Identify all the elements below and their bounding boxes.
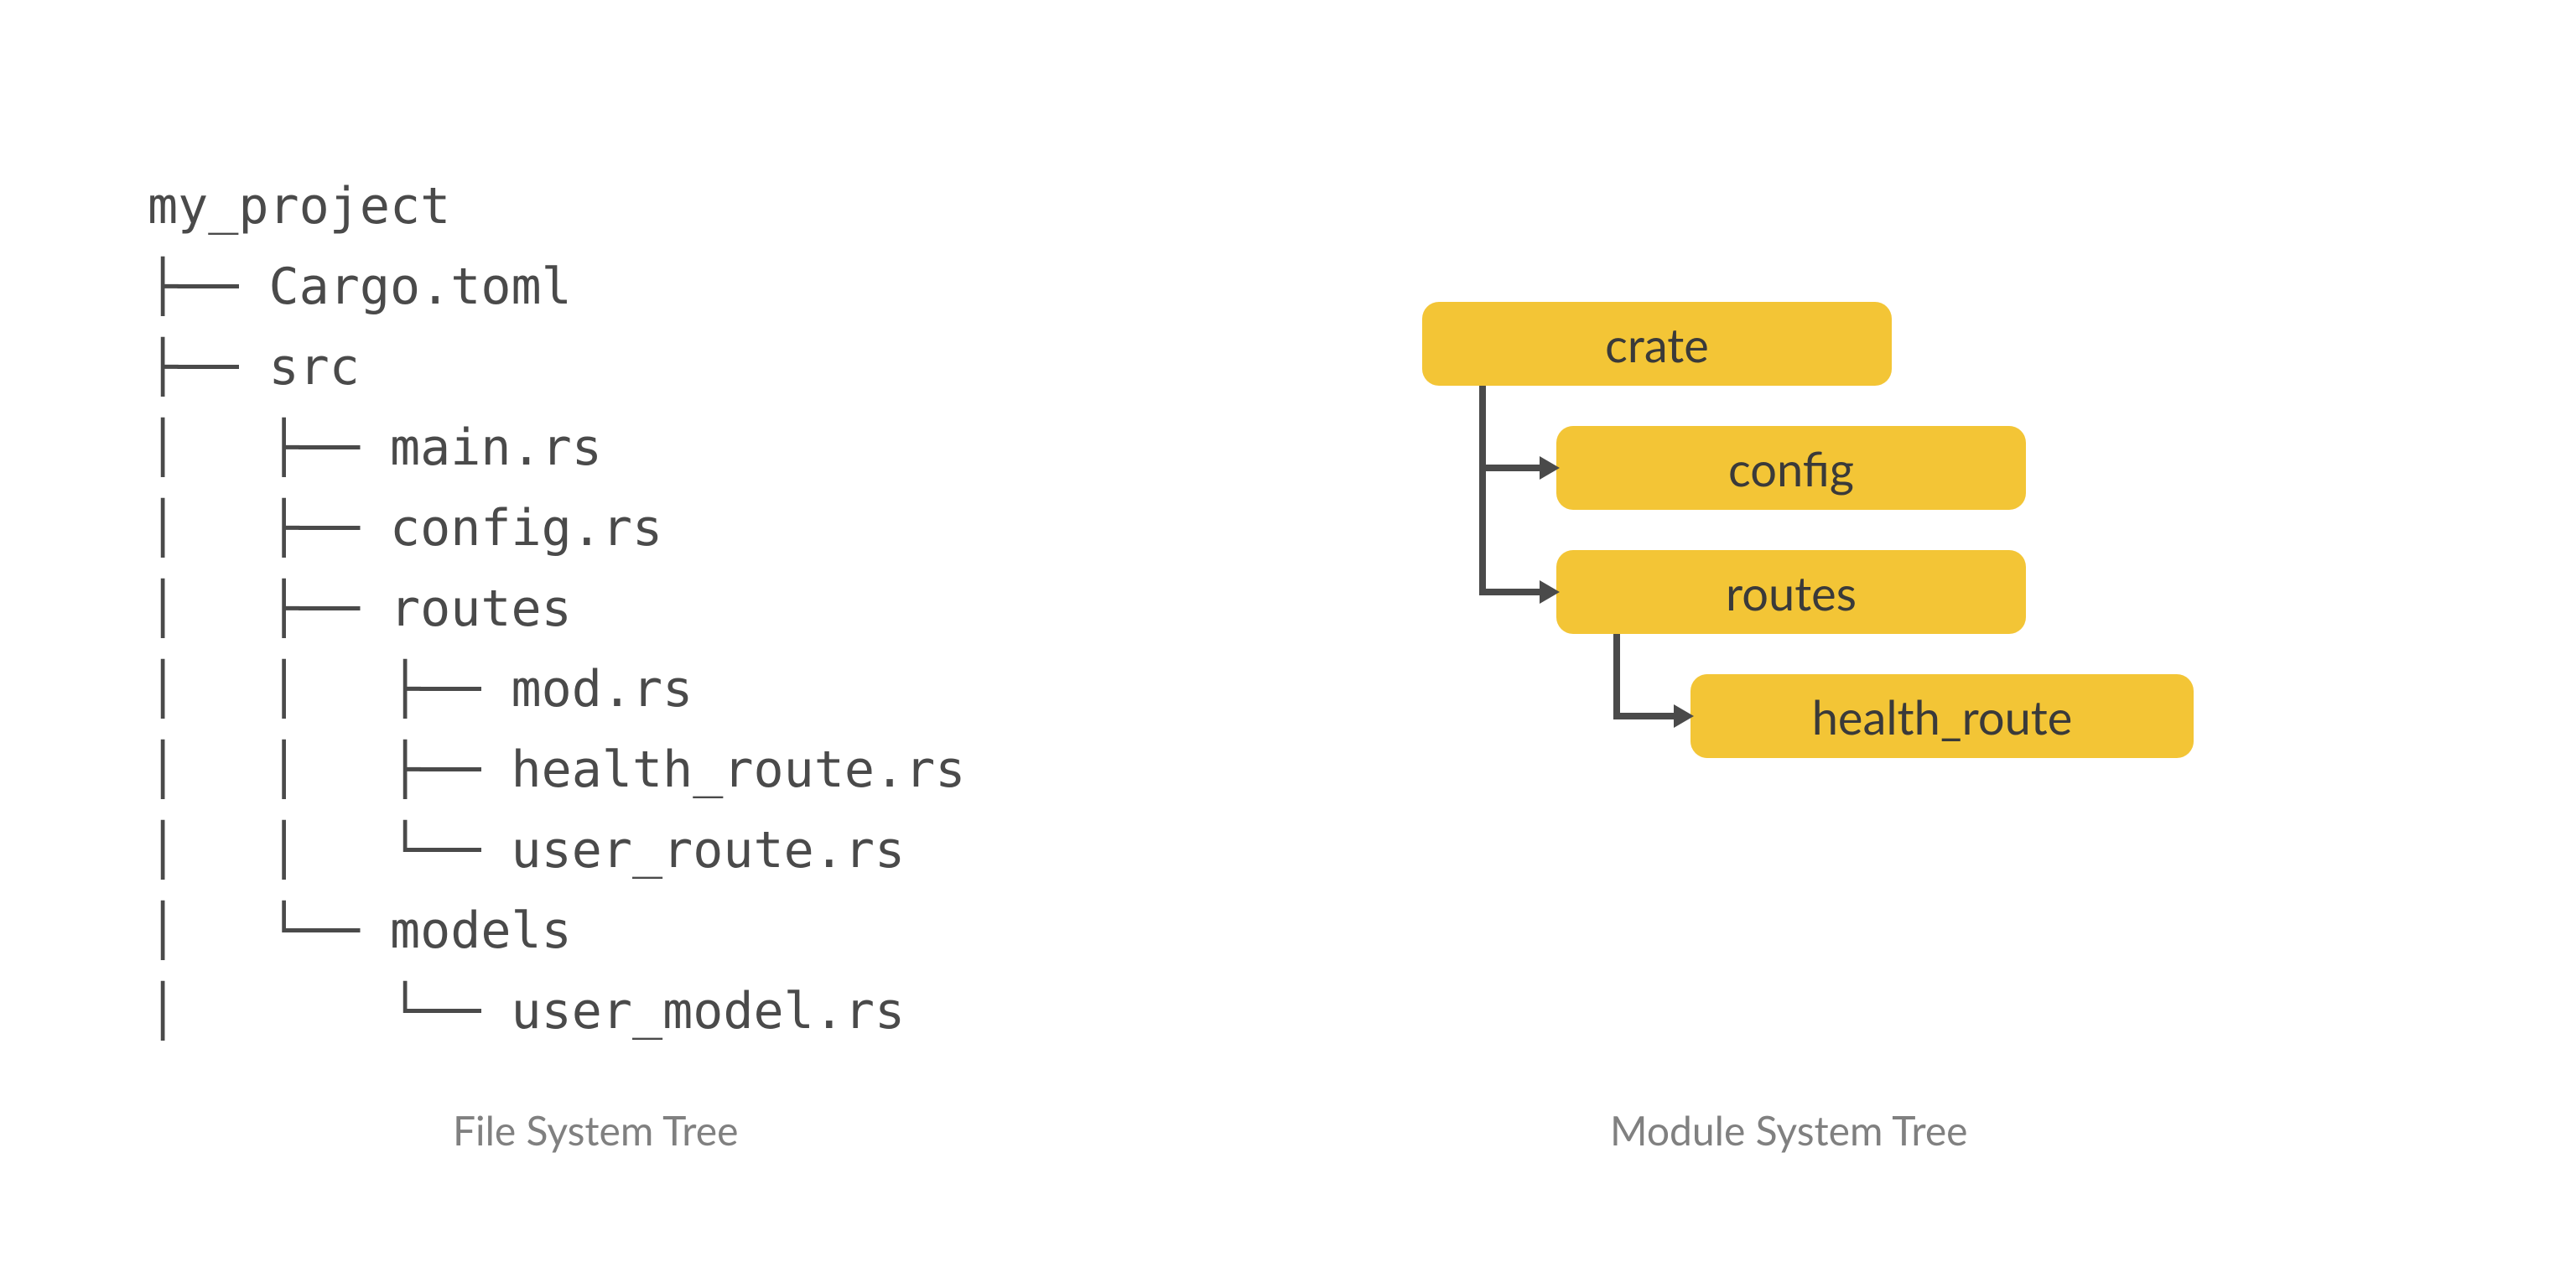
file-tree-caption: File System Tree xyxy=(453,1107,738,1156)
edge-routes-health_route-h xyxy=(1613,713,1677,719)
module-node-config: config xyxy=(1556,426,2026,510)
edge-crate-config-h xyxy=(1479,465,1543,471)
module-node-routes: routes xyxy=(1556,550,2026,634)
edge-crate-config-arrow xyxy=(1540,456,1560,480)
edge-crate-routes-arrow xyxy=(1540,580,1560,604)
module-tree-caption: Module System Tree xyxy=(1610,1107,1968,1156)
edge-routes-health_route-arrow xyxy=(1674,704,1694,728)
file-system-tree: my_project ├── Cargo.toml ├── src │ ├── … xyxy=(148,168,965,1053)
module-node-health_route: health_route xyxy=(1690,674,2194,758)
edge-crate-routes-v xyxy=(1479,386,1486,595)
edge-crate-routes-h xyxy=(1479,589,1543,595)
edge-routes-health_route-v xyxy=(1613,634,1620,719)
module-node-crate: crate xyxy=(1422,302,1892,386)
